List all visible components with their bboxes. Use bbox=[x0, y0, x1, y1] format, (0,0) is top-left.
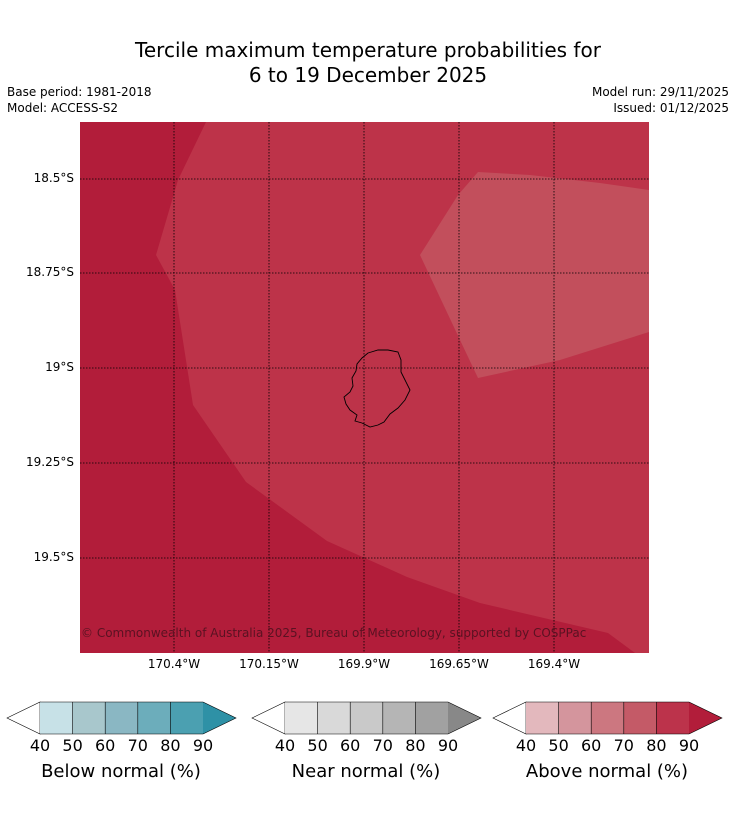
issued-date: Issued: 01/12/2025 bbox=[613, 101, 729, 115]
lat-label-19: 19°S bbox=[45, 360, 74, 374]
legend-near bbox=[251, 701, 482, 735]
legend-near-bin-40 bbox=[285, 702, 318, 734]
legend-near-bin-80 bbox=[415, 702, 448, 734]
title-line-2: 6 to 19 December 2025 bbox=[248, 63, 488, 87]
legend-above-tick: 90 bbox=[678, 736, 700, 755]
legend-above-bin-50 bbox=[558, 702, 592, 734]
model-run: Model run: 29/11/2025 bbox=[591, 85, 729, 99]
lat-label-18-5: 18.5°S bbox=[33, 171, 74, 185]
legend-below-bin-50 bbox=[72, 702, 106, 734]
legend-near-tick: 80 bbox=[405, 736, 426, 755]
legend-near-bin-70 bbox=[382, 702, 416, 734]
legend-below-title: Below normal (%) bbox=[41, 761, 201, 782]
legend-above-over-arrow bbox=[689, 702, 722, 734]
island-outline bbox=[343, 349, 411, 428]
legend-near-tick: 70 bbox=[372, 736, 393, 755]
legend-above-title: Above normal (%) bbox=[525, 761, 689, 782]
legend-near-tick: 90 bbox=[437, 736, 459, 755]
legend-near-title: Near normal (%) bbox=[291, 761, 441, 782]
lon-label-169-4: 169.4°W bbox=[527, 657, 581, 671]
legend-above-tick: 40 bbox=[515, 736, 537, 755]
legend-near-bin-50 bbox=[317, 702, 351, 734]
legend-near-over-arrow bbox=[448, 702, 481, 734]
legend-above-tick: 60 bbox=[581, 736, 602, 755]
lon-gridlines bbox=[173, 122, 555, 653]
legend-below-bin-60 bbox=[105, 702, 138, 734]
copyright-text: © Commonwealth of Australia 2025, Bureau… bbox=[81, 626, 587, 640]
lat-label-19-5: 19.5°S bbox=[33, 550, 74, 564]
legend-above-tick: 70 bbox=[613, 736, 634, 755]
legend-below bbox=[6, 701, 237, 735]
lat-label-19-25: 19.25°S bbox=[26, 455, 74, 469]
meta-right: Model run: 29/11/2025 Issued: 01/12/2025 bbox=[592, 84, 729, 116]
legend-near-tick: 60 bbox=[340, 736, 361, 755]
lon-label-170-4: 170.4°W bbox=[147, 657, 201, 671]
model-name: Model: ACCESS-S2 bbox=[7, 101, 119, 115]
legend-below-bin-80 bbox=[170, 702, 203, 734]
lat-label-18-75: 18.75°S bbox=[26, 265, 74, 279]
legend-below-under-arrow bbox=[6, 701, 41, 735]
legend-below-tick: 70 bbox=[127, 736, 148, 755]
legend-below-tick: 50 bbox=[62, 736, 83, 755]
legend-below-tick: 80 bbox=[160, 736, 181, 755]
legend-above-bin-70 bbox=[623, 702, 657, 734]
region-above-70 bbox=[420, 172, 649, 378]
legend-near-tick: 40 bbox=[274, 736, 296, 755]
title-line-1: Tercile maximum temperature probabilitie… bbox=[135, 38, 601, 62]
legend-below-tick: 40 bbox=[29, 736, 51, 755]
legend-above-bin-80 bbox=[656, 702, 689, 734]
legend-near-tick: 50 bbox=[307, 736, 328, 755]
legend-below-tick: 60 bbox=[95, 736, 116, 755]
legend-above-tick: 80 bbox=[646, 736, 667, 755]
legend-near-under-arrow bbox=[251, 701, 286, 735]
meta-left: Base period: 1981-2018 Model: ACCESS-S2 bbox=[7, 84, 152, 116]
legend-above-tick: 50 bbox=[548, 736, 569, 755]
map-title: Tercile maximum temperature probabilitie… bbox=[0, 38, 736, 88]
lon-label-169-9: 169.9°W bbox=[337, 657, 391, 671]
legend-below-over-arrow bbox=[203, 702, 236, 734]
legend-above-bin-60 bbox=[591, 702, 624, 734]
lon-label-170-15: 170.15°W bbox=[239, 657, 299, 671]
legend-below-bin-40 bbox=[40, 702, 73, 734]
legend-near-bin-60 bbox=[350, 702, 383, 734]
legend-above-under-arrow bbox=[492, 701, 527, 735]
lon-label-169-65: 169.65°W bbox=[429, 657, 489, 671]
legend-above bbox=[492, 701, 723, 735]
base-period: Base period: 1981-2018 bbox=[7, 85, 152, 99]
legend-below-tick: 90 bbox=[192, 736, 214, 755]
legend-below-bin-70 bbox=[137, 702, 171, 734]
legend-above-bin-40 bbox=[526, 702, 559, 734]
